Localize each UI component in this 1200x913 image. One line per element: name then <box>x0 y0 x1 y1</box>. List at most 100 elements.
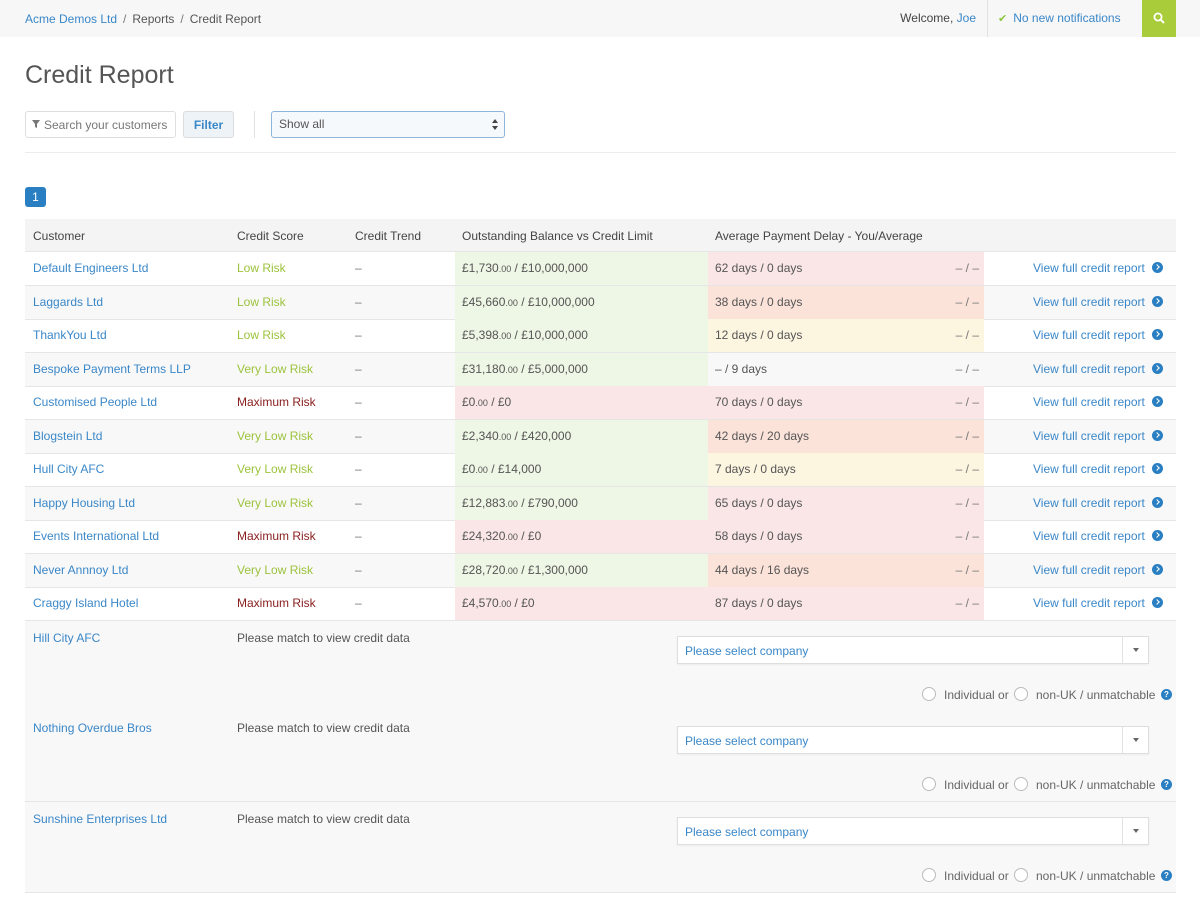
company-select-placeholder: Please select company <box>685 643 809 658</box>
view-credit-report-link[interactable]: View full credit report <box>1033 487 1163 520</box>
filter-icon <box>32 120 40 128</box>
column-header-credit-score[interactable]: Credit Score <box>237 229 304 243</box>
filter-button[interactable]: Filter <box>183 111 234 138</box>
help-icon[interactable]: ? <box>1161 688 1172 700</box>
customer-link[interactable]: Happy Housing Ltd <box>33 495 136 510</box>
balance-vs-limit: £5,398.00 / £10,000,000 <box>455 319 708 352</box>
view-credit-report-label: View full credit report <box>1033 261 1145 275</box>
payment-delay: – / 9 days – / – <box>708 353 984 386</box>
user-link[interactable]: Joe <box>956 11 976 25</box>
balance-vs-limit: £28,720.00 / £1,300,000 <box>455 553 708 587</box>
balance-amount: £12,883 <box>462 495 506 510</box>
credit-score: Very Low Risk <box>237 495 314 510</box>
column-header-credit-trend[interactable]: Credit Trend <box>355 229 422 243</box>
view-credit-report-link[interactable]: View full credit report <box>1033 587 1163 620</box>
caret-down-icon[interactable] <box>1122 727 1148 753</box>
individual-radio[interactable] <box>922 777 936 791</box>
table-header: Customer Credit Score Credit Trend Outst… <box>25 219 1176 252</box>
view-credit-report-link[interactable]: View full credit report <box>1033 520 1163 553</box>
column-header-payment-delay[interactable]: Average Payment Delay - You/Average <box>715 229 923 243</box>
individual-radio[interactable] <box>922 867 936 882</box>
search-button[interactable] <box>1142 0 1176 37</box>
view-credit-report-link[interactable]: View full credit report <box>1033 286 1163 319</box>
non-uk-radio-label: non-UK / unmatchable <box>1036 778 1156 792</box>
payment-delay-secondary: – / – <box>955 294 979 309</box>
notifications[interactable]: ✔ No new notifications <box>998 0 1121 37</box>
customer-link[interactable]: Hill City AFC <box>33 630 101 645</box>
company-select[interactable]: Please select company <box>677 635 1149 664</box>
payment-delay-value: 7 days / 0 days <box>715 462 796 476</box>
customer-link[interactable]: Sunshine Enterprises Ltd <box>33 811 168 826</box>
breadcrumb-home[interactable]: Acme Demos Ltd <box>25 12 118 26</box>
search-input[interactable] <box>25 111 176 138</box>
help-icon[interactable]: ? <box>1161 779 1172 790</box>
balance-pence: .00 <box>505 532 518 542</box>
customer-link[interactable]: Hull City AFC <box>33 462 105 476</box>
view-credit-report-link[interactable]: View full credit report <box>1033 252 1163 285</box>
view-credit-report-link[interactable]: View full credit report <box>1033 453 1163 486</box>
payment-delay: 42 days / 20 days – / – <box>708 419 984 453</box>
credit-limit: / £10,000,000 <box>511 328 588 342</box>
credit-trend: – <box>355 361 362 376</box>
welcome-prefix: Welcome, <box>900 11 954 25</box>
customer-link[interactable]: Blogstein Ltd <box>33 428 103 443</box>
column-header-balance[interactable]: Outstanding Balance vs Credit Limit <box>462 229 653 243</box>
view-credit-report-link[interactable]: View full credit report <box>1033 386 1163 419</box>
view-credit-report-link[interactable]: View full credit report <box>1033 420 1163 453</box>
breadcrumb-reports[interactable]: Reports <box>132 12 175 26</box>
caret-down-icon[interactable] <box>1122 817 1148 844</box>
credit-limit: / £0 <box>487 395 512 409</box>
credit-score: Maximum Risk <box>237 596 316 610</box>
credit-score: Low Risk <box>237 328 286 342</box>
customer-link[interactable]: Nothing Overdue Bros <box>33 721 152 735</box>
help-icon[interactable]: ? <box>1161 869 1172 881</box>
balance-vs-limit: £0.00 / £14,000 <box>455 453 708 486</box>
payment-delay: 87 days / 0 days – / – <box>708 587 984 620</box>
non-uk-radio[interactable] <box>1014 867 1028 882</box>
view-credit-report-link[interactable]: View full credit report <box>1033 353 1163 386</box>
balance-pence: .00 <box>475 398 488 408</box>
table-row: ThankYou Ltd Low Risk – £5,398.00 / £10,000… <box>25 319 1176 353</box>
table-row: Hull City AFC Very Low Risk – £0.00 / £14,0… <box>25 453 1176 487</box>
individual-radio-label: Individual or <box>944 868 1009 883</box>
individual-radio[interactable] <box>922 686 936 701</box>
view-credit-report-link[interactable]: View full credit report <box>1033 319 1163 352</box>
customer-link[interactable]: Default Engineers Ltd <box>33 261 149 275</box>
column-header-customer[interactable]: Customer <box>33 229 86 243</box>
balance-pence: .00 <box>498 431 512 442</box>
match-message: Please match to view credit data <box>237 630 410 645</box>
breadcrumb: Acme Demos Ltd / Reports / Credit Report <box>25 12 261 26</box>
payment-delay-secondary: – / – <box>955 395 979 409</box>
company-select[interactable]: Please select company <box>677 726 1149 754</box>
customer-link[interactable]: Customised People Ltd <box>33 395 158 409</box>
credit-score: Very Low Risk <box>237 428 314 443</box>
payment-delay-value: 12 days / 0 days <box>715 328 803 342</box>
customer-link[interactable]: ThankYou Ltd <box>33 328 107 342</box>
pagination-page-1[interactable]: 1 <box>25 187 46 207</box>
credit-limit: / £0 <box>517 529 542 543</box>
select-arrows-icon <box>492 119 498 130</box>
arrow-circle-icon <box>1151 496 1163 508</box>
show-select[interactable]: Show all <box>271 111 505 138</box>
customer-link[interactable]: Laggards Ltd <box>33 294 104 309</box>
payment-delay-value: 42 days / 20 days <box>715 428 810 443</box>
non-uk-radio[interactable] <box>1014 777 1028 791</box>
individual-radio-label: Individual or <box>944 778 1009 792</box>
caret-down-icon[interactable] <box>1122 636 1148 663</box>
view-credit-report-link[interactable]: View full credit report <box>1033 554 1163 587</box>
divider <box>254 111 255 138</box>
unmatched-row: Sunshine Enterprises Ltd Please match to … <box>25 801 1176 893</box>
balance-amount: £24,320 <box>462 529 506 543</box>
top-bar: Acme Demos Ltd / Reports / Credit Report Wel… <box>0 0 1200 37</box>
non-uk-radio[interactable] <box>1014 686 1028 701</box>
customer-link[interactable]: Bespoke Payment Terms LLP <box>33 361 191 376</box>
customer-link[interactable]: Craggy Island Hotel <box>33 596 139 610</box>
view-credit-report-label: View full credit report <box>1033 294 1145 309</box>
balance-amount: £2,340 <box>462 428 499 443</box>
company-select[interactable]: Please select company <box>677 816 1149 845</box>
divider <box>25 152 1176 153</box>
balance-pence: .00 <box>505 565 518 576</box>
breadcrumb-separator: / <box>180 12 184 26</box>
customer-link[interactable]: Never Annnoy Ltd <box>33 562 129 577</box>
customer-link[interactable]: Events International Ltd <box>33 529 160 543</box>
